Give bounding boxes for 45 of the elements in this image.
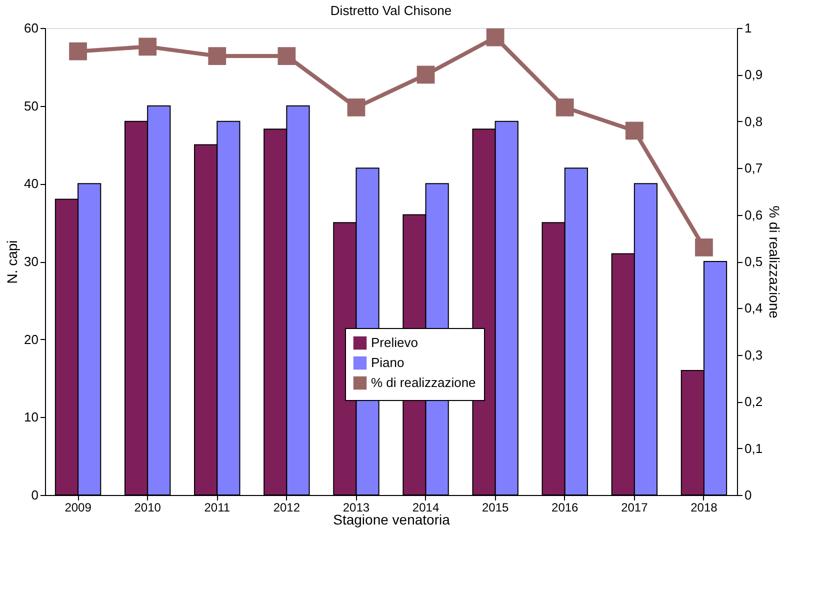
y-tick-label: 60 xyxy=(24,20,38,36)
legend-label: % di realizzazione xyxy=(371,375,476,390)
y-tick-label: 30 xyxy=(24,254,38,269)
x-tick-label: 2009 xyxy=(64,500,92,514)
point xyxy=(347,98,366,116)
y2-tick-label: 0 xyxy=(744,488,752,502)
y2-tick-label: 0,6 xyxy=(744,207,763,222)
x-tick-label: 2010 xyxy=(134,500,162,514)
point xyxy=(556,98,574,116)
point xyxy=(416,66,435,84)
point xyxy=(138,38,157,56)
y2-tick-label: 0,2 xyxy=(744,394,763,410)
point xyxy=(625,122,644,140)
y2-tick-label: 0,7 xyxy=(744,160,763,176)
y2-tick-label: 0,8 xyxy=(744,114,763,129)
y2-axis-title: % di realizzazione xyxy=(766,206,783,319)
y-tick-label: 40 xyxy=(24,176,38,192)
x-tick-label: 2017 xyxy=(621,500,648,514)
y2-tick-label: 0,1 xyxy=(744,440,763,456)
y-tick-label: 0 xyxy=(31,488,38,502)
y2-tick-label: 0,5 xyxy=(744,254,763,269)
x-tick-label: 2018 xyxy=(690,500,718,514)
point xyxy=(69,42,87,60)
x-axis-title: Stagione venatoria xyxy=(333,512,450,528)
y2-tick-label: 0,4 xyxy=(744,300,763,316)
point xyxy=(278,47,296,65)
x-tick-label: 2014 xyxy=(412,500,440,514)
x-tick-label: 2012 xyxy=(273,500,300,514)
point xyxy=(486,28,504,46)
y-tick-label: 50 xyxy=(24,98,38,114)
legend-label: Piano xyxy=(371,355,404,370)
legend-label: Prelievo xyxy=(371,335,418,350)
y2-tick-label: 0,9 xyxy=(744,67,763,82)
y-axis-title: N. capi xyxy=(4,240,20,284)
y2-tick-label: 1 xyxy=(744,20,752,36)
y-tick-label: 10 xyxy=(24,410,38,425)
point xyxy=(695,238,713,256)
x-tick-label: 2011 xyxy=(204,500,230,514)
y-tick-label: 20 xyxy=(24,332,38,347)
chart-title: Distretto Val Chisone xyxy=(330,3,452,18)
x-tick-label: 2015 xyxy=(482,500,509,514)
y2-tick-label: 0,3 xyxy=(744,347,763,362)
x-tick-label: 2013 xyxy=(342,500,370,514)
x-tick-label: 2016 xyxy=(552,500,579,514)
point xyxy=(208,47,226,65)
